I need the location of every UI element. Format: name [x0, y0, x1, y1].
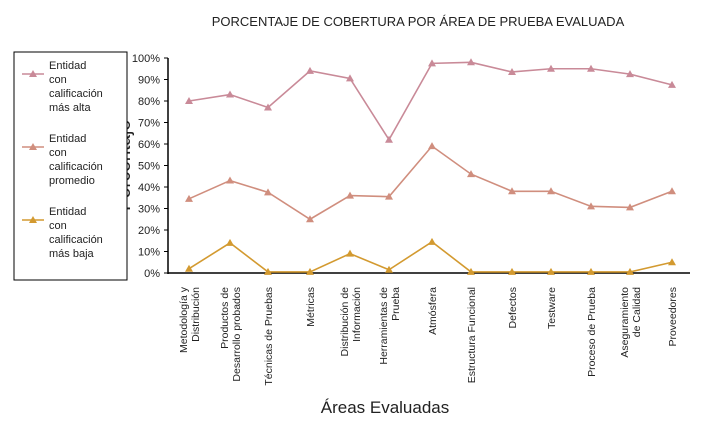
- series-line-1: [188, 145, 673, 221]
- data-point-marker: [428, 59, 436, 67]
- x-tick-label: Defectos: [507, 287, 519, 328]
- legend-label: calificación: [49, 234, 103, 246]
- data-point-marker: [587, 267, 595, 275]
- legend-label: Entidad: [49, 206, 86, 218]
- x-tick-label: Metodología y: [178, 286, 190, 353]
- legend-label: con: [49, 147, 67, 159]
- x-tick-label: Técnicas de Pruebas: [263, 287, 275, 386]
- x-tick-label: Herramientas de: [378, 287, 390, 365]
- series-line-0: [188, 61, 673, 142]
- data-point-marker: [264, 188, 272, 196]
- legend-label: con: [49, 74, 67, 86]
- y-tick-label: 10%: [138, 247, 160, 259]
- data-point-marker: [264, 267, 272, 275]
- legend-label: calificación: [49, 161, 103, 173]
- data-point-marker: [508, 67, 516, 75]
- data-point-marker: [467, 267, 475, 275]
- data-point-marker: [547, 187, 555, 195]
- data-point-marker: [385, 135, 393, 143]
- y-tick-label: 60%: [138, 139, 160, 151]
- x-tick-label: Productos de: [219, 287, 231, 349]
- data-point-marker: [306, 66, 314, 74]
- data-point-marker: [346, 74, 354, 82]
- data-point-marker: [346, 249, 354, 257]
- y-tick-label: 50%: [138, 161, 160, 173]
- x-axis-label: Áreas Evaluadas: [321, 398, 450, 417]
- legend-label: con: [49, 220, 67, 232]
- y-tick-label: 30%: [138, 204, 160, 216]
- y-tick-label: 40%: [138, 182, 160, 194]
- y-tick-label: 0%: [144, 268, 160, 280]
- series-line-2: [188, 240, 673, 273]
- data-point-marker: [346, 191, 354, 199]
- data-point-marker: [508, 187, 516, 195]
- data-point-marker: [306, 215, 314, 223]
- x-tick-label: Desarrollo probados: [231, 287, 243, 382]
- x-tick-label: Atmósfera: [427, 287, 439, 335]
- data-point-marker: [306, 267, 314, 275]
- data-point-marker: [185, 97, 193, 104]
- legend-marker: [29, 216, 37, 223]
- x-tick-label: Prueba: [390, 287, 402, 321]
- legend-label: promedio: [49, 175, 95, 187]
- data-point-marker: [428, 142, 436, 150]
- y-tick-label: 80%: [138, 96, 160, 108]
- data-point-marker: [547, 64, 555, 72]
- x-tick-label: Estructura Funcional: [466, 287, 478, 383]
- x-tick-label: Aseguramiento: [619, 287, 631, 358]
- data-point-marker: [226, 90, 234, 98]
- data-point-marker: [385, 192, 393, 200]
- legend-box: [13, 51, 128, 281]
- data-point-marker: [668, 187, 676, 195]
- data-point-marker: [467, 58, 475, 66]
- data-point-marker: [587, 202, 595, 210]
- y-tick-label: 100%: [132, 53, 160, 65]
- y-tick-label: 70%: [138, 118, 160, 130]
- x-tick-label: Distribución: [190, 287, 202, 342]
- data-point-marker: [428, 237, 436, 245]
- legend-marker: [29, 70, 37, 77]
- data-point-marker: [626, 70, 634, 78]
- x-tick-label: Testware: [546, 287, 558, 329]
- data-point-marker: [226, 176, 234, 184]
- data-point-marker: [264, 103, 272, 111]
- chart-title: PORCENTAJE DE COBERTURA POR ÁREA DE PRUE…: [212, 14, 625, 29]
- x-tick-label: Información: [351, 287, 363, 342]
- legend-marker: [29, 143, 37, 150]
- x-tick-label: Proceso de Prueba: [586, 287, 598, 377]
- data-point-marker: [547, 267, 555, 275]
- x-tick-label: Métricas: [305, 287, 317, 327]
- x-tick-label: Proveedores: [667, 287, 679, 347]
- data-point-marker: [626, 267, 634, 275]
- x-tick-label: de Calidad: [631, 287, 643, 337]
- y-tick-label: 20%: [138, 225, 160, 237]
- data-point-marker: [467, 170, 475, 178]
- legend-label: Entidad: [49, 133, 86, 145]
- data-point-marker: [508, 267, 516, 275]
- data-point-marker: [668, 80, 676, 88]
- legend-label: más alta: [49, 102, 91, 114]
- data-point-marker: [668, 258, 676, 266]
- data-point-marker: [626, 203, 634, 211]
- data-point-marker: [185, 264, 193, 272]
- data-point-marker: [385, 265, 393, 273]
- legend-label: calificación: [49, 88, 103, 100]
- y-tick-label: 90%: [138, 75, 160, 87]
- x-tick-label: Distribución de: [339, 287, 351, 357]
- data-point-marker: [587, 64, 595, 72]
- data-point-marker: [226, 238, 234, 246]
- data-point-marker: [185, 194, 193, 202]
- legend-label: Entidad: [49, 60, 86, 72]
- legend-label: más baja: [49, 248, 95, 260]
